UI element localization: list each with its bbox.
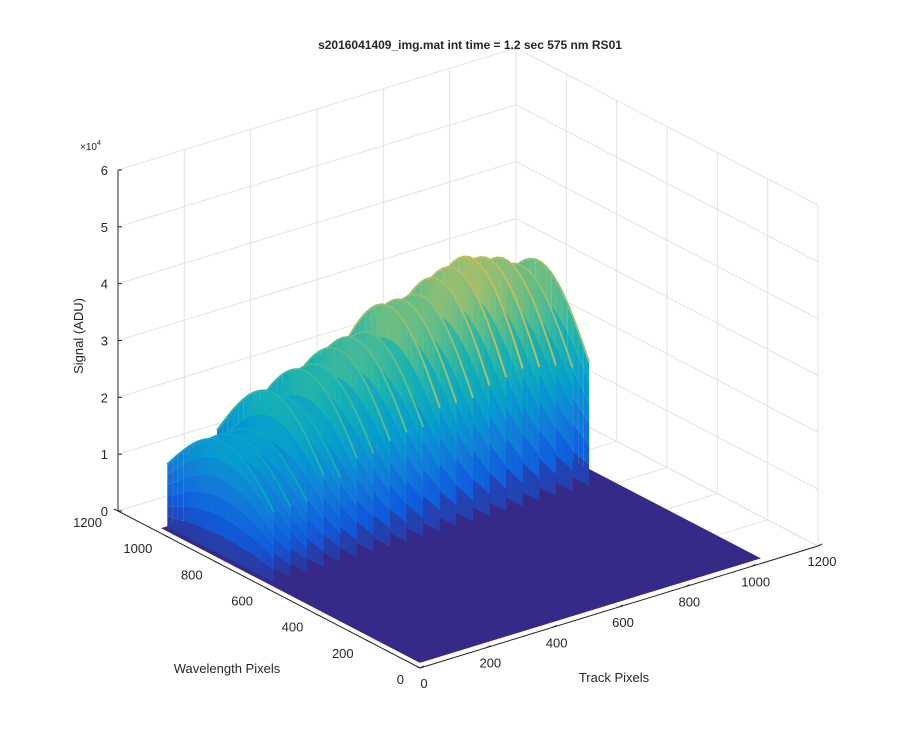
- y-tick: [365, 639, 370, 643]
- x-tick-label: 200: [479, 656, 501, 671]
- chart-title: s2016041409_img.mat int time = 1.2 sec 5…: [318, 38, 622, 52]
- x-tick-label: 1200: [808, 554, 837, 569]
- y-tick: [164, 534, 169, 538]
- x-tick-label: 0: [420, 676, 427, 691]
- z-tick-label: 4: [101, 277, 108, 292]
- fiber-crest: [332, 303, 441, 409]
- z-exponent-label: ×104: [80, 140, 101, 153]
- x-tick-label: 600: [612, 615, 634, 630]
- y-tick-label: 200: [332, 646, 354, 661]
- wall-grid-line: [515, 218, 819, 376]
- y-tick: [315, 613, 320, 617]
- fiber-ridge: [166, 437, 275, 583]
- x-tick: [685, 584, 690, 588]
- x-tick: [552, 624, 557, 628]
- wall-grid-line: [117, 218, 517, 341]
- z-tick-label: 6: [101, 163, 108, 178]
- y-tick: [264, 587, 270, 590]
- wall-grid-line: [515, 104, 819, 263]
- axis-lines: [113, 169, 823, 669]
- z-tick-label: 5: [101, 220, 108, 235]
- wall-grid-line: [117, 47, 517, 171]
- tick-labels: 0200400600800100012000200400600800100012…: [73, 163, 836, 691]
- x-tick-label: 800: [678, 595, 700, 610]
- x-tick: [486, 645, 491, 649]
- z-axis-label: Signal (ADU): [71, 298, 86, 374]
- x-tick: [419, 665, 425, 669]
- wall-grid-line: [117, 104, 517, 228]
- fiber-crest: [216, 389, 325, 476]
- x-tick: [817, 543, 823, 547]
- y-tick: [415, 665, 421, 669]
- surface: [160, 255, 761, 663]
- y-tick-label: 800: [181, 567, 203, 582]
- z-tick-label: 3: [101, 334, 108, 349]
- y-tick-label: 600: [231, 594, 253, 609]
- z-tick-label: 0: [101, 504, 108, 519]
- y-tick-label: 0: [397, 672, 404, 687]
- wall-grid-line: [515, 47, 819, 206]
- y-tick-label: 1000: [123, 541, 152, 556]
- y-tick: [214, 560, 219, 564]
- y-axis-label: Wavelength Pixels: [174, 661, 281, 676]
- x-axis-label: Track Pixels: [579, 670, 650, 685]
- z-tick-label: 1: [101, 447, 108, 462]
- y-tick-label: 400: [282, 620, 304, 635]
- x-tick-label: 400: [546, 635, 568, 650]
- x-tick-label: 1000: [741, 574, 770, 589]
- wall-grid-line: [515, 161, 819, 320]
- x-tick: [618, 604, 624, 608]
- fiber-crest: [249, 368, 358, 459]
- y-tick: [113, 508, 119, 512]
- y-tick-label: 1200: [73, 515, 102, 530]
- fiber-crest: [166, 437, 275, 513]
- z-tick-label: 2: [101, 390, 108, 405]
- x-tick: [751, 563, 756, 567]
- wall-grid-line: [117, 161, 517, 285]
